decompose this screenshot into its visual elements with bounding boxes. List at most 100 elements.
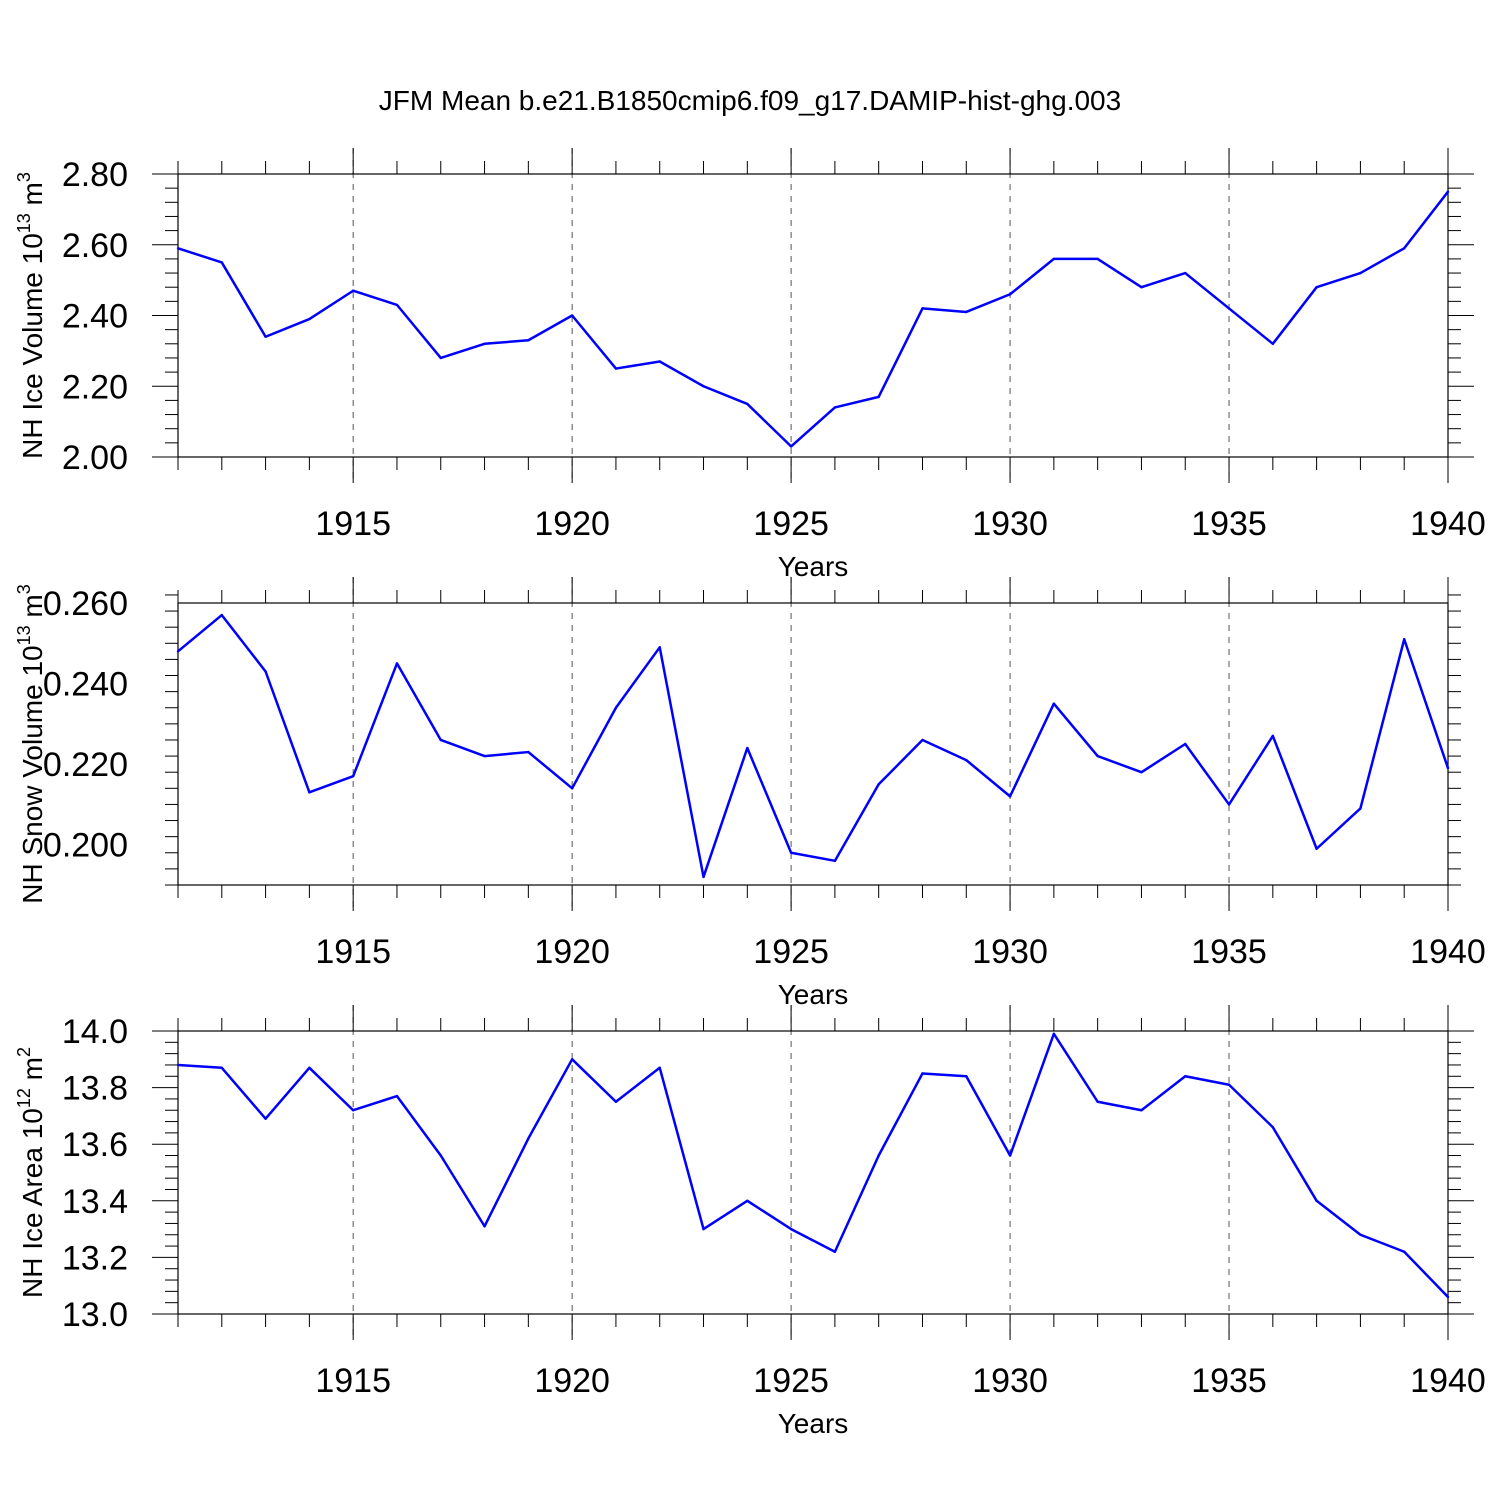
chart-3-xtick-label-4: 1930 [972, 1362, 1048, 1400]
chart-1-xtick-label-2: 1920 [534, 505, 610, 543]
chart-2-point-1931 [1052, 702, 1056, 705]
chart-2-xtick-label-2: 1920 [534, 933, 610, 971]
chart-3-ytick-label-3: 13.4 [62, 1183, 128, 1221]
chart-1-point-1933 [1140, 286, 1143, 289]
chart-3-point-1939 [1403, 1250, 1406, 1253]
chart-1-point-1919 [527, 339, 530, 342]
chart-2-point-1914 [308, 791, 311, 794]
chart-3-point-1917 [439, 1154, 442, 1157]
chart-3-point-1937 [1315, 1199, 1318, 1203]
chart-2-point-1925 [789, 851, 793, 854]
chart-1-xtick-label-6: 1940 [1410, 505, 1486, 543]
chart-3-xtick-label-3: 1925 [753, 1362, 829, 1400]
chart-2-point-1927 [877, 783, 880, 786]
chart-1-point-1926 [833, 406, 837, 409]
chart-1-point-1920 [570, 314, 574, 317]
chart-3-point-1935 [1227, 1083, 1231, 1086]
chart-3-ytick-label-6: 14.0 [62, 1013, 128, 1051]
chart-2-frame [177, 602, 1449, 886]
chart-3-point-1927 [877, 1154, 880, 1157]
chart-2-point-1911 [176, 650, 180, 653]
chart-1-frame [177, 173, 1449, 458]
chart-1-ylabel-unit-exp: 3 [14, 172, 34, 182]
chart-1-point-1927 [877, 395, 880, 399]
chart-3-xtick-label-5: 1935 [1191, 1362, 1267, 1400]
chart-1-ylabel: NH Ice Volume 1013 m3 [14, 172, 48, 459]
chart-2-point-1937 [1315, 847, 1318, 850]
chart-panels: 2.00 2.20 2.40 2.60 2.80 1915 1920 1925 1930 1935… [14, 148, 1486, 1439]
chart-3-point-1932 [1096, 1100, 1099, 1103]
chart-3-point-1922 [658, 1066, 661, 1069]
chart-3-point-1914 [308, 1066, 311, 1069]
chart-1-point-1911 [176, 247, 180, 250]
chart-1: 2.00 2.20 2.40 2.60 2.80 1915 1920 1925 1930 1935… [14, 148, 1486, 582]
chart-2-point-1913 [264, 670, 267, 673]
chart-2-point-1928 [921, 738, 924, 742]
chart-1-ytick-label-4: 2.60 [62, 227, 128, 265]
chart-1-xlabel: Years [778, 551, 849, 582]
chart-1-point-1932 [1096, 257, 1099, 261]
chart-3-point-1934 [1184, 1075, 1187, 1078]
chart-3-xtick-label-2: 1920 [534, 1362, 610, 1400]
chart-2-point-1926 [833, 859, 837, 863]
chart-1-point-1939 [1403, 247, 1406, 250]
chart-1-point-1936 [1271, 342, 1275, 345]
chart-2-ylabel-exp: 13 [14, 625, 34, 645]
chart-3: 13.0 13.2 13.4 13.6 13.8 14.0 1915 1920 1925 1930… [14, 1005, 1486, 1439]
chart-3-xlabel: Years [778, 1408, 849, 1439]
chart-3-frame [177, 1030, 1449, 1315]
chart-3-point-1925 [789, 1227, 793, 1231]
chart-2-point-1935 [1227, 803, 1231, 806]
chart-2-xtick-label-3: 1925 [753, 933, 829, 971]
chart-3-ytick-label-4: 13.6 [62, 1126, 128, 1164]
chart-1-point-1934 [1184, 271, 1187, 275]
chart-1-ytick-label-5: 2.80 [62, 156, 128, 194]
chart-1-ylabel-exp: 13 [14, 213, 34, 233]
chart-1-point-1924 [746, 402, 749, 406]
chart-2-xlabel: Years [778, 979, 849, 1010]
chart-2-point-1940 [1446, 766, 1450, 770]
chart-3-point-1915 [351, 1109, 355, 1112]
chart-3-point-1916 [395, 1094, 399, 1098]
chart-3-xtick-label-6: 1940 [1410, 1362, 1486, 1400]
chart-1-point-1938 [1359, 271, 1362, 275]
chart-1-point-1912 [220, 261, 223, 264]
chart-2-point-1938 [1359, 807, 1362, 810]
chart-1-series-1-line [177, 190, 1449, 448]
chart-1-point-1915 [351, 289, 355, 292]
chart-2-xtick-label-6: 1940 [1410, 933, 1486, 971]
chart-1-point-1925 [789, 445, 793, 448]
chart-2-ytick-label-2: 0.220 [43, 746, 128, 784]
chart-3-xtick-label-1: 1915 [315, 1362, 391, 1400]
chart-3-point-1926 [833, 1250, 837, 1253]
chart-2-point-1912 [220, 613, 223, 617]
chart-3-point-1911 [176, 1063, 180, 1067]
chart-3-point-1936 [1271, 1126, 1275, 1129]
chart-1-point-1935 [1227, 307, 1231, 310]
chart-3-ylabel-main: NH Ice Area 10 [17, 1108, 48, 1298]
chart-1-point-1918 [483, 342, 486, 345]
chart-3-point-1938 [1359, 1233, 1362, 1236]
chart-3-ylabel-unit: m [17, 1057, 48, 1088]
chart-1-point-1937 [1315, 286, 1318, 289]
chart-1-point-1923 [702, 385, 705, 388]
chart-2: 0.200 0.220 0.240 0.260 1915 1920 1925 1930 1935… [14, 577, 1486, 1010]
chart-2-ylabel-unit-exp: 3 [14, 584, 34, 594]
chart-2-ylabel-unit: m [17, 594, 48, 625]
chart-3-point-1913 [264, 1117, 267, 1120]
chart-3-point-1921 [614, 1100, 618, 1103]
chart-2-series-1-line [177, 613, 1450, 879]
chart-1-point-1922 [658, 360, 661, 363]
chart-3-point-1940 [1446, 1295, 1450, 1299]
chart-2-xtick-label-1: 1915 [315, 933, 391, 971]
chart-1-point-1931 [1052, 257, 1056, 261]
chart-3-ytick-label-5: 13.8 [62, 1070, 128, 1108]
chart-1-point-1913 [264, 335, 267, 338]
chart-1-point-1914 [308, 317, 311, 321]
chart-2-point-1922 [658, 646, 661, 649]
chart-3-ylabel-exp: 12 [14, 1088, 34, 1108]
chart-3-point-1923 [702, 1227, 705, 1231]
chart-1-xtick-label-5: 1935 [1191, 505, 1267, 543]
